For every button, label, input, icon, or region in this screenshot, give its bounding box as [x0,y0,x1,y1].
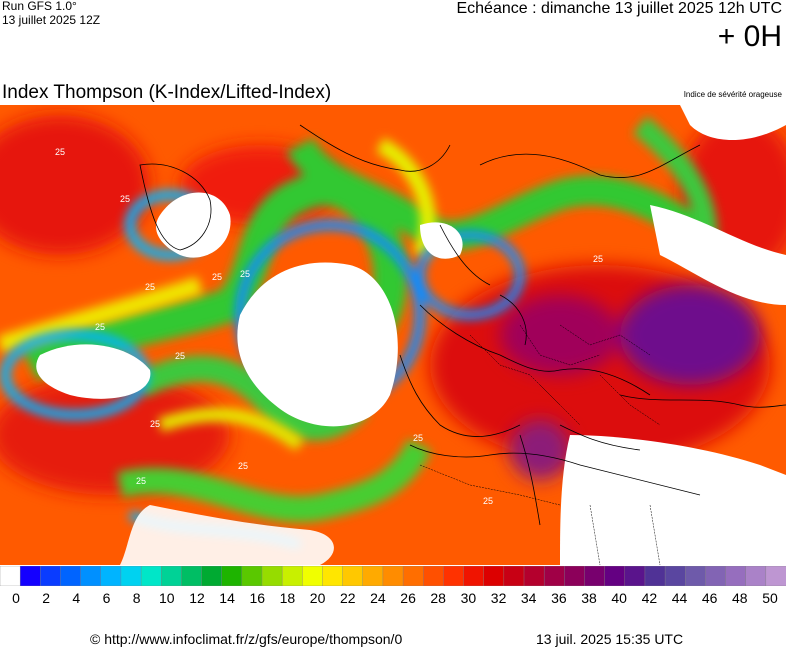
contour-label: 25 [413,433,423,443]
colorbar-swatch [523,565,545,587]
colorbar-swatch [120,565,142,587]
colorbar-swatch [140,565,162,587]
colorbar-tick-label: 0 [12,590,20,606]
colorbar-swatch [0,565,21,587]
contour-label: 25 [238,461,248,471]
colorbar-swatch [624,565,646,587]
contour-label: 25 [754,256,764,266]
colorbar-swatch [604,565,626,587]
colorbar-swatch [463,565,485,587]
colorbar-swatch [100,565,122,587]
colorbar-swatch [443,565,465,587]
colorbar-swatch [322,565,344,587]
colorbar-tick-label: 22 [340,590,356,606]
colorbar-tick-label: 24 [370,590,386,606]
colorbar-swatch [60,565,82,587]
colorbar-swatch [644,565,666,587]
colorbar-swatch [584,565,606,587]
colorbar-swatch [423,565,444,587]
colorbar-tick-label: 18 [279,590,296,606]
colorbar-swatch [402,565,424,587]
colorbar-ticks: 0 2 4 6 8 10 12 14 16 18 20 22 24 26 28 30 32 34 36 38 40 42 4… [0,590,786,606]
colorbar-swatches [0,565,786,587]
colorbar-tick-label: 40 [611,590,627,606]
colorbar-tick-label: 44 [671,590,688,606]
colorbar-swatch [261,565,283,587]
colorbar-swatch [503,565,525,587]
colorbar-swatch [745,565,767,587]
contour-label: 25 [136,476,146,486]
colorbar-swatch [201,565,223,587]
colorbar-tick-label: 6 [102,590,111,606]
thompson-index-map: 25 25 25 25 25 25 25 25 25 25 25 25 25 2… [0,105,786,565]
colorbar-tick-label: 12 [189,590,205,606]
colorbar-swatch [80,565,102,587]
forecast-valid-time: Echéance : dimanche 13 juillet 2025 12h … [456,0,782,17]
contour-label: 25 [145,282,155,292]
colorbar-swatch [342,565,364,587]
colorbar-swatch [40,565,61,587]
colorbar-swatch [664,565,686,587]
colorbar-swatch [483,565,505,587]
colorbar-swatch [765,565,786,587]
colorbar-swatch [564,565,585,587]
map-title: Index Thompson (K-Index/Lifted-Index) [2,82,332,103]
colorbar-tick-label: 46 [701,590,718,606]
colorbar-swatch [543,565,565,587]
contour-label: 25 [95,322,105,332]
legend-caption: Indice de sévérité orageuse [683,90,782,99]
footer-generated-time: 13 juil. 2025 15:35 UTC [536,631,684,647]
field-stable-zones [36,105,786,565]
colorbar-tick-label: 38 [581,590,597,606]
colorbar-tick-label: 30 [460,590,477,606]
colorbar-tick-label: 4 [72,590,81,606]
colorbar-tick-label: 26 [400,590,416,606]
contour-label: 25 [240,269,250,279]
contour-label: 25 [212,272,222,282]
colorbar-tick-label: 2 [42,590,51,606]
colorbar-swatch [362,565,384,587]
colorbar-tick-label: 32 [490,590,507,606]
contour-label: 25 [483,496,493,506]
colorbar-swatch [161,565,182,587]
colorbar-swatch [181,565,203,587]
field-purple-zones [500,285,760,480]
contour-label: 25 [120,194,130,204]
map-canvas: 25 25 25 25 25 25 25 25 25 25 25 25 25 2… [0,105,786,565]
footer-source-url: © http://www.infoclimat.fr/z/gfs/europe/… [90,631,403,647]
colorbar-swatch [302,565,323,587]
colorbar-tick-label: 34 [520,590,537,606]
colorbar-swatch [281,565,303,587]
run-label: Run GFS 1.0° [2,0,77,13]
colorbar-tick-label: 28 [430,590,446,606]
contour-label: 25 [150,419,160,429]
contour-label: 25 [175,351,185,361]
colorbar-tick-label: 42 [641,590,658,606]
colorbar-tick-label: 14 [219,590,235,606]
colorbar-swatch [241,565,263,587]
run-date: 13 juillet 2025 12Z [2,13,101,27]
colorbar-tick-label: 16 [249,590,266,606]
colorbar-swatch [725,565,747,587]
colorbar-tick-label: 48 [732,590,748,606]
colorbar-tick-label: 8 [132,590,141,606]
contour-label: 25 [55,147,65,157]
colorbar-tick-label: 10 [159,590,175,606]
coastlines [139,124,786,526]
borders [419,324,661,565]
contour-label: 25 [370,302,380,312]
colorbar-swatch [19,565,41,587]
colorbar [0,565,786,587]
contour-labels: 25 25 25 25 25 25 25 25 25 25 25 25 25 2… [55,147,764,506]
colorbar-tick-label: 50 [762,590,778,606]
colorbar-tick-label: 20 [309,590,326,606]
contour-label: 25 [593,254,603,264]
colorbar-swatch [705,565,727,587]
colorbar-swatch [382,565,404,587]
lead-time: + 0H [717,20,782,53]
colorbar-swatch [685,565,706,587]
colorbar-tick-label: 36 [551,590,567,606]
colorbar-swatch [221,565,243,587]
